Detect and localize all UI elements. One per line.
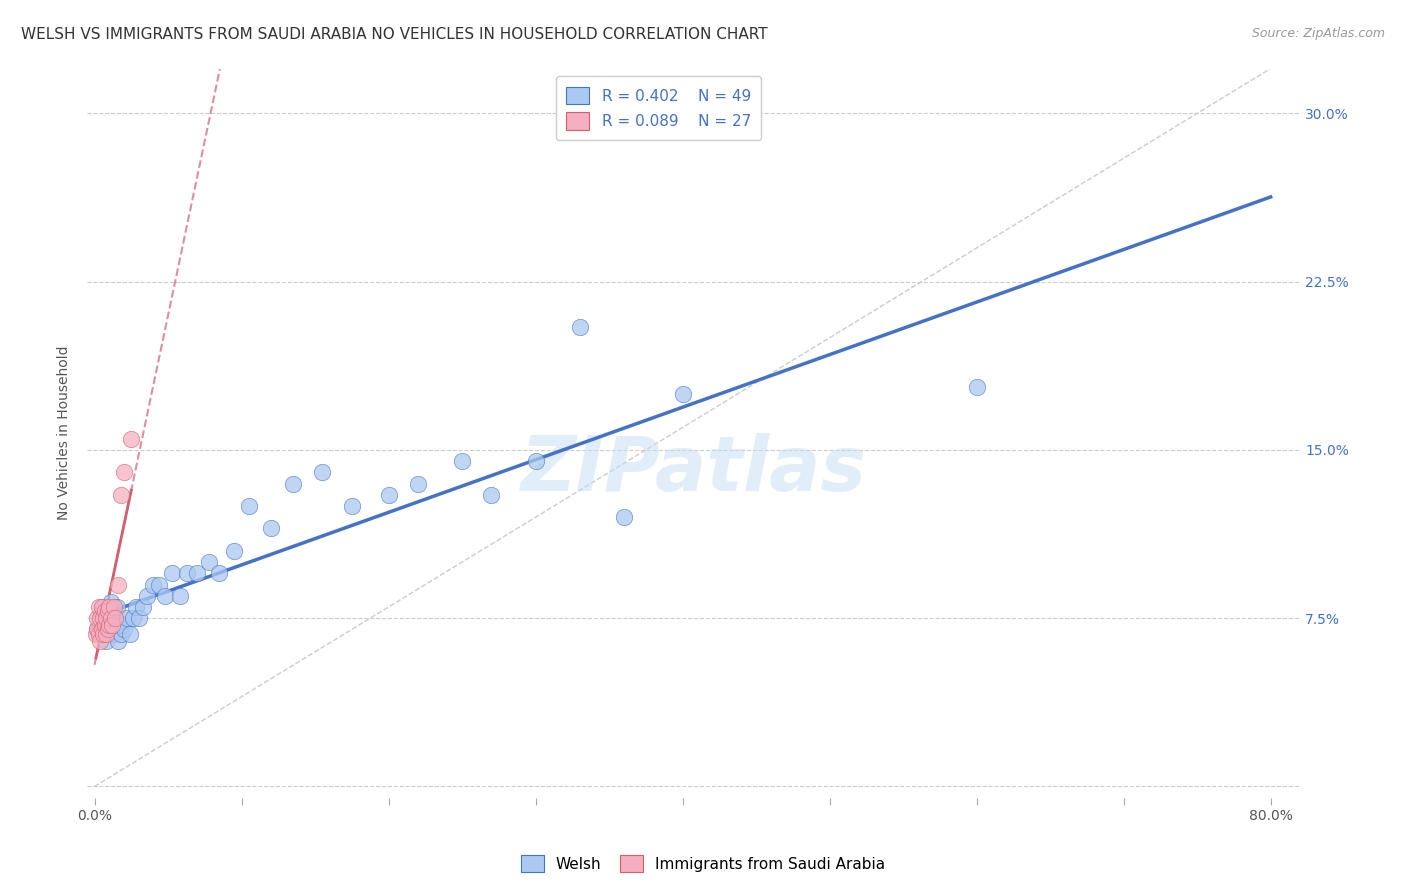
Point — [91, 627, 114, 641]
Text: WELSH VS IMMIGRANTS FROM SAUDI ARABIA NO VEHICLES IN HOUSEHOLD CORRELATION CHART: WELSH VS IMMIGRANTS FROM SAUDI ARABIA NO… — [21, 27, 768, 42]
Point — [86, 623, 108, 637]
Y-axis label: No Vehicles in Household: No Vehicles in Household — [58, 346, 72, 520]
Point — [89, 611, 111, 625]
Point — [132, 599, 155, 614]
Point — [94, 604, 117, 618]
Point — [238, 499, 260, 513]
Point — [98, 599, 121, 614]
Point — [108, 615, 131, 630]
Point — [107, 633, 129, 648]
Point — [121, 611, 143, 625]
Point — [89, 611, 111, 625]
Point — [118, 627, 141, 641]
Point — [111, 618, 134, 632]
Point — [87, 599, 110, 614]
Legend: Welsh, Immigrants from Saudi Arabia: Welsh, Immigrants from Saudi Arabia — [513, 847, 893, 880]
Point — [224, 544, 246, 558]
Point — [451, 454, 474, 468]
Point — [87, 627, 110, 641]
Point — [94, 618, 117, 632]
Point — [84, 627, 107, 641]
Point — [101, 618, 124, 632]
Point — [281, 476, 304, 491]
Point — [96, 627, 118, 641]
Point — [86, 611, 108, 625]
Point — [260, 521, 283, 535]
Point — [115, 611, 138, 625]
Point — [103, 599, 125, 614]
Text: Source: ZipAtlas.com: Source: ZipAtlas.com — [1251, 27, 1385, 40]
Point — [169, 589, 191, 603]
Point — [136, 589, 159, 603]
Point — [148, 577, 170, 591]
Point — [105, 599, 128, 614]
Point — [481, 488, 503, 502]
Legend: R = 0.402    N = 49, R = 0.089    N = 27: R = 0.402 N = 49, R = 0.089 N = 27 — [555, 76, 762, 140]
Point — [340, 499, 363, 513]
Point — [524, 454, 547, 468]
Point — [176, 566, 198, 581]
Point — [90, 623, 112, 637]
Point — [98, 618, 121, 632]
Point — [98, 611, 121, 625]
Point — [100, 595, 122, 609]
Point — [97, 604, 120, 618]
Point — [100, 611, 122, 625]
Point — [613, 510, 636, 524]
Point — [186, 566, 208, 581]
Point — [103, 627, 125, 641]
Point — [120, 432, 142, 446]
Point — [124, 599, 146, 614]
Point — [101, 623, 124, 637]
Point — [377, 488, 399, 502]
Point — [96, 611, 118, 625]
Point — [104, 611, 127, 625]
Point — [671, 387, 693, 401]
Point — [104, 611, 127, 625]
Point — [90, 599, 112, 614]
Point — [142, 577, 165, 591]
Point — [90, 627, 112, 641]
Point — [198, 555, 221, 569]
Point — [208, 566, 231, 581]
Point — [97, 623, 120, 637]
Point — [112, 466, 135, 480]
Point — [110, 488, 132, 502]
Point — [110, 627, 132, 641]
Point — [311, 466, 333, 480]
Point — [966, 380, 988, 394]
Point — [91, 599, 114, 614]
Point — [568, 319, 591, 334]
Point — [112, 623, 135, 637]
Point — [128, 611, 150, 625]
Text: ZIPatlas: ZIPatlas — [520, 433, 866, 507]
Point — [162, 566, 184, 581]
Point — [96, 633, 118, 648]
Point — [89, 633, 111, 648]
Point — [91, 611, 114, 625]
Point — [406, 476, 429, 491]
Point — [107, 577, 129, 591]
Point — [86, 623, 108, 637]
Point — [97, 604, 120, 618]
Point — [153, 589, 176, 603]
Point — [94, 618, 117, 632]
